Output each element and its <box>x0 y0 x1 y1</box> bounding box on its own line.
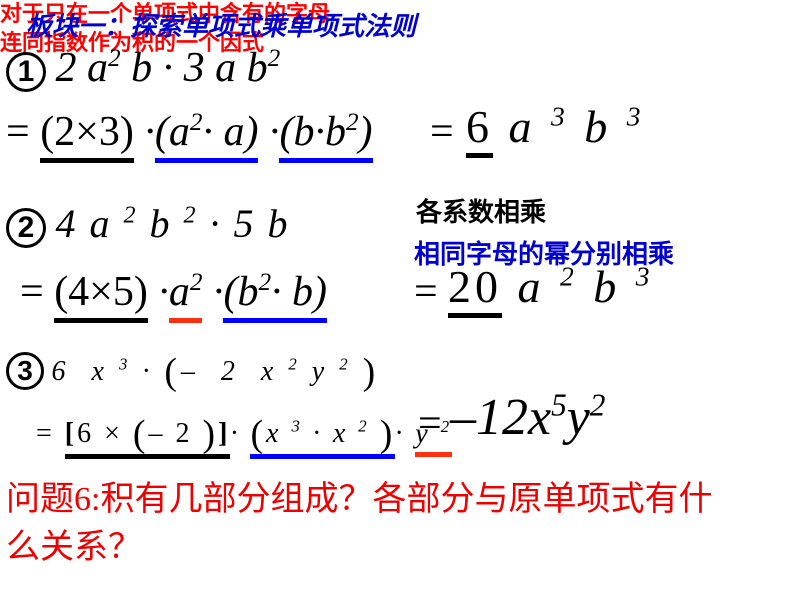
step3-coef: [6 × (– 2 )] <box>65 408 231 459</box>
result-1: 6 a 3 b 3 <box>466 100 645 158</box>
expr-1-left: 2 a2 b · 3 a b2 <box>56 45 281 91</box>
result3-text: –12x5y2 <box>450 389 605 446</box>
step2-a-part: a2 <box>169 268 203 323</box>
badge-2: 2 <box>6 208 46 248</box>
step-2-expand: = (4×5) ·a2 ·(b2· b) <box>20 268 327 323</box>
result-2: 20 a 2 b 3 <box>448 260 654 318</box>
step2-prefix: = <box>20 269 54 315</box>
problem-2: 2 4 a 2 b 2 · 5 b <box>6 200 290 248</box>
problem-1: 1 2 a2 b · 3 a b2 <box>6 44 280 92</box>
step1-eq: = <box>430 108 454 156</box>
result-3: –12x5y2 <box>450 388 605 447</box>
step1-prefix: = <box>6 109 40 155</box>
annotation-1: 各系数相乘 <box>416 192 546 229</box>
section-title: 板块一：探索单项式乘单项式法则 <box>26 6 416 43</box>
result1-rest: a 3 b 3 <box>493 101 645 152</box>
problem-3: 3 6 x 3 · (– 2 x 2 y 2 ) <box>6 346 379 390</box>
expr-3-left: 6 x 3 · (– 2 x 2 y 2 ) <box>52 356 380 387</box>
result2-rest: a 2 b 3 <box>502 261 654 312</box>
badge-1: 1 <box>6 52 46 92</box>
step3-eq: = <box>418 400 442 448</box>
result1-coef: 6 <box>466 100 493 158</box>
step-1-expand: = (2×3) ·(a2· a) ·(b·b2) <box>6 108 373 163</box>
step2-coef: (4×5) <box>54 268 148 323</box>
step1-coef: (2×3) <box>40 108 134 163</box>
question-6: 问题6:积有几部分组成？各部分与原单项式有什 么关系？ <box>6 476 712 571</box>
step1-b-part: (b·b2) <box>279 108 372 163</box>
step3-prefix: = <box>36 418 65 449</box>
step-3-expand: = [6 × (– 2 )]· (x 3 · x 2 )· y 2 <box>36 408 452 459</box>
step3-x-part: (x 3 · x 2 ) <box>250 408 395 459</box>
step2-b-part: (b2· b) <box>223 268 327 323</box>
step2-eq: = <box>414 268 438 316</box>
q6-line1: 问题6:积有几部分组成？各部分与原单项式有什 <box>6 476 712 524</box>
expr-2-left: 4 a 2 b 2 · 5 b <box>56 201 290 246</box>
badge-3: 3 <box>6 352 44 390</box>
q6-line2: 么关系？ <box>6 524 712 572</box>
result2-coef: 20 <box>448 260 502 318</box>
step1-a-part: (a2· a) <box>155 108 259 163</box>
